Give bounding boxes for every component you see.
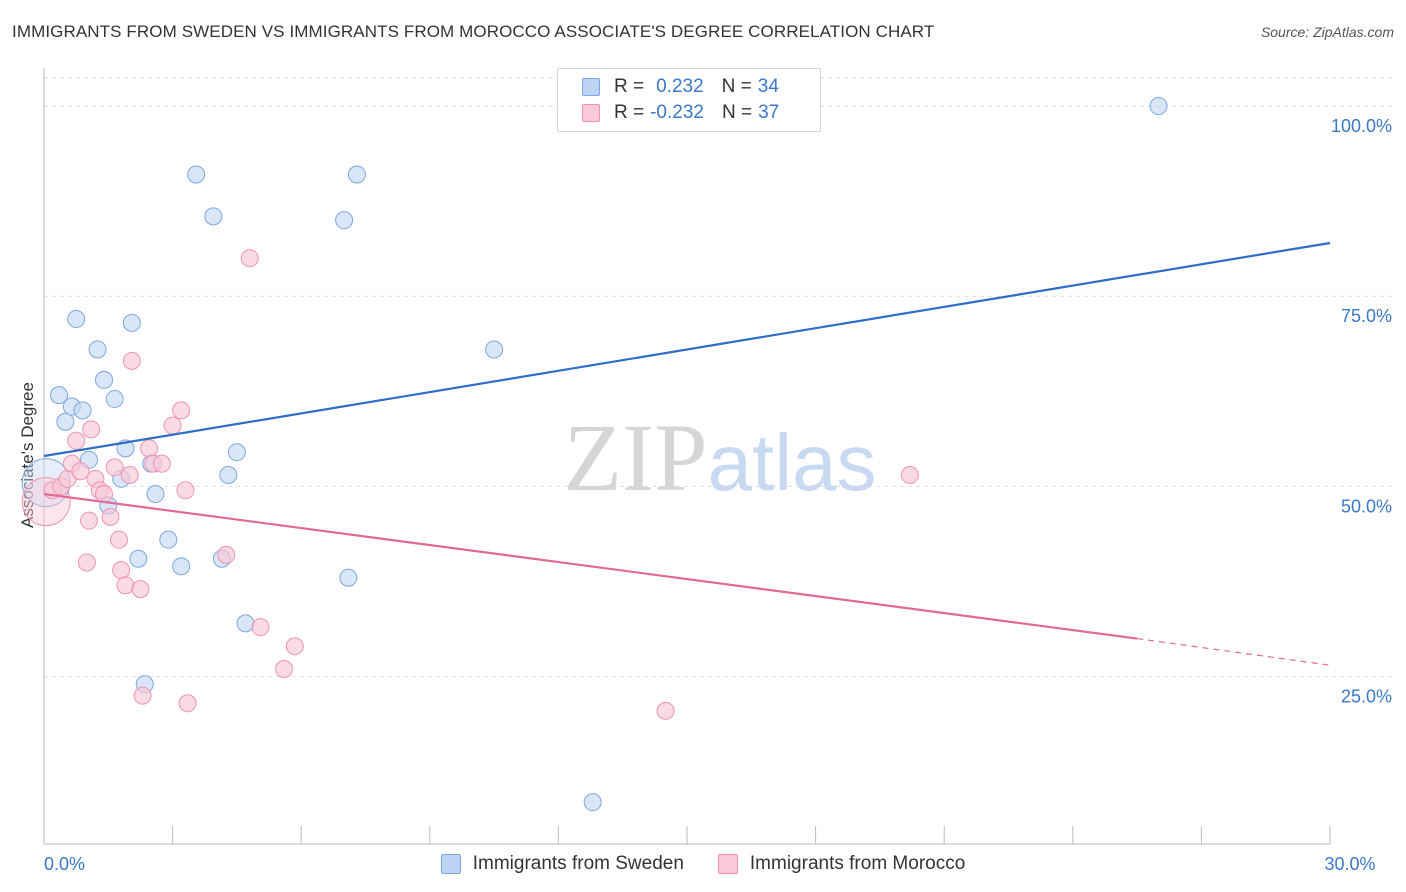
point-morocco	[163, 416, 182, 435]
trendline-morocco-extension	[1137, 637, 1331, 666]
legend-row-sweden: R = 0.232 N = 34	[582, 75, 779, 99]
chart-source: Source: ZipAtlas.com	[1260, 24, 1394, 40]
point-morocco	[900, 466, 919, 485]
series-legend-label-morocco: Immigrants from Morocco	[749, 853, 966, 874]
point-sweden	[1149, 97, 1168, 116]
legend-r-label: R =	[614, 102, 645, 123]
point-morocco	[140, 439, 159, 458]
point-morocco	[77, 553, 96, 572]
legend-n-label: N =	[721, 76, 752, 97]
point-sweden	[122, 313, 141, 332]
point-morocco	[285, 637, 304, 656]
legend-n-label: N =	[721, 102, 753, 123]
point-morocco	[122, 351, 141, 370]
y-tick-label: 25.0%	[1341, 687, 1392, 707]
x-tick-label: 30.0%	[1324, 854, 1375, 874]
series-legend-swatch-morocco	[717, 854, 738, 874]
point-sweden	[129, 549, 148, 568]
point-morocco	[131, 580, 150, 599]
point-sweden	[50, 386, 69, 405]
point-sweden	[227, 443, 246, 462]
y-tick-label: 75.0%	[1341, 306, 1392, 326]
point-sweden	[159, 530, 178, 549]
legend-row-morocco: R = -0.232 N = 37	[582, 101, 779, 125]
point-morocco	[275, 660, 294, 679]
point-morocco	[110, 530, 129, 549]
point-morocco	[95, 485, 114, 504]
point-sweden	[105, 389, 124, 408]
point-sweden	[347, 165, 366, 184]
point-morocco	[82, 420, 101, 439]
series-legend-item-morocco: Immigrants from Morocco	[717, 853, 966, 875]
point-morocco	[105, 458, 124, 477]
point-sweden	[56, 412, 75, 431]
series-legend-label-sweden: Immigrants from Sweden	[472, 853, 684, 874]
x-tick-label: 0.0%	[44, 854, 85, 874]
series-legend: Immigrants from Sweden Immigrants from M…	[0, 852, 1406, 876]
legend-n-value-sweden: 34	[757, 76, 779, 97]
point-morocco	[120, 466, 139, 485]
point-morocco	[217, 545, 236, 564]
chart-title: IMMIGRANTS FROM SWEDEN VS IMMIGRANTS FRO…	[12, 22, 935, 41]
trendline-morocco	[43, 492, 1138, 640]
point-morocco	[133, 686, 152, 705]
point-sweden	[172, 557, 191, 576]
point-sweden	[73, 401, 92, 420]
point-sweden	[67, 310, 86, 329]
point-morocco	[172, 401, 191, 420]
point-sweden	[335, 211, 354, 230]
point-sweden	[88, 340, 107, 359]
point-sweden	[187, 165, 206, 184]
point-morocco	[112, 561, 131, 580]
point-sweden	[485, 340, 504, 359]
point-morocco	[71, 462, 90, 481]
legend-n-value-morocco: 37	[758, 102, 780, 123]
legend-swatch-sweden	[582, 78, 600, 96]
correlation-legend: R = 0.232 N = 34 R = -0.232 N = 37	[557, 68, 821, 132]
point-sweden	[339, 568, 358, 587]
legend-r-value-morocco: -0.232	[650, 102, 704, 123]
point-morocco	[67, 431, 86, 450]
y-tick-label: 100.0%	[1331, 116, 1392, 136]
legend-swatch-morocco	[582, 104, 600, 122]
point-morocco	[178, 694, 197, 713]
point-sweden	[583, 793, 602, 812]
point-sweden	[204, 207, 223, 226]
point-sweden	[219, 466, 238, 485]
series-legend-swatch-sweden	[440, 854, 461, 874]
series-legend-item-sweden: Immigrants from Sweden	[440, 853, 684, 875]
point-morocco	[101, 507, 120, 526]
point-sweden	[146, 485, 165, 504]
legend-r-label: R =	[614, 76, 645, 97]
point-morocco	[240, 249, 259, 268]
trendline-sweden	[43, 241, 1331, 458]
point-sweden	[95, 370, 114, 389]
y-tick-label: 50.0%	[1341, 496, 1392, 516]
point-morocco	[656, 701, 675, 720]
point-sweden	[236, 614, 255, 633]
legend-r-value-sweden: 0.232	[656, 76, 704, 97]
point-morocco	[152, 454, 171, 473]
point-morocco	[80, 511, 99, 530]
point-morocco	[251, 618, 270, 637]
watermark: ZIPatlas	[564, 404, 877, 511]
point-morocco	[116, 576, 135, 595]
point-morocco	[176, 481, 195, 500]
